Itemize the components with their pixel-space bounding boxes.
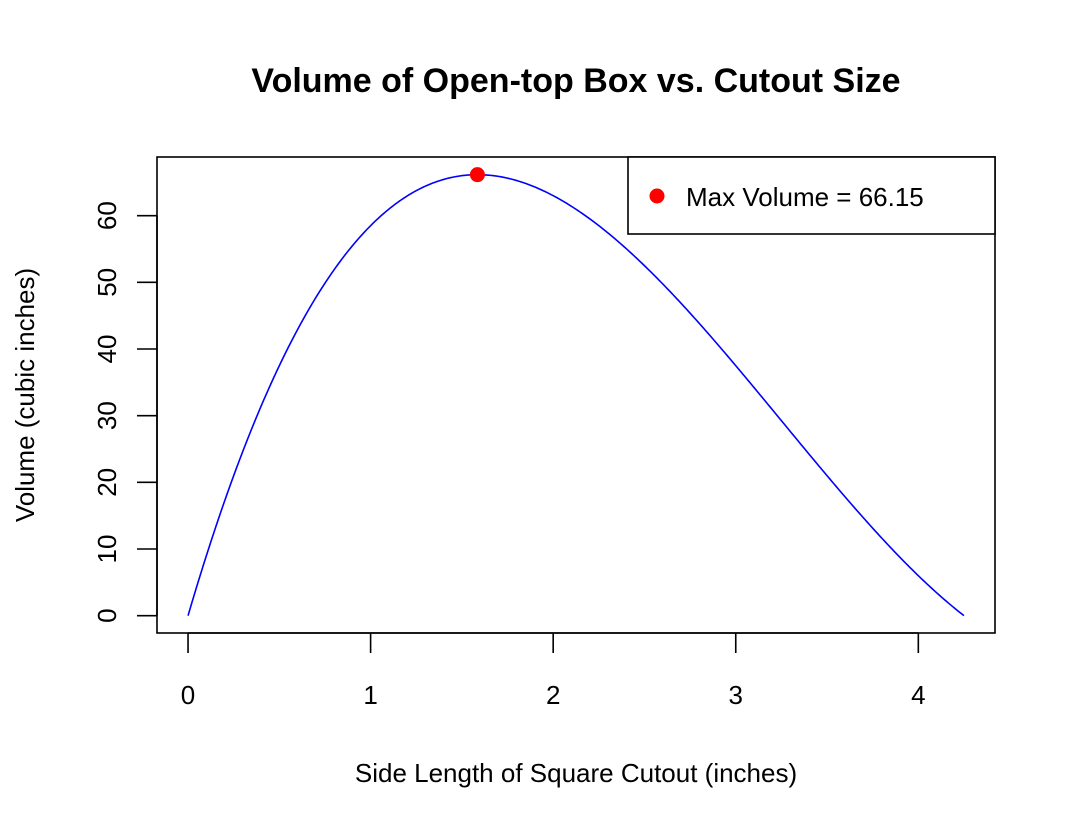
x-axis-label: Side Length of Square Cutout (inches) — [355, 758, 797, 788]
y-tick-label: 20 — [92, 468, 122, 497]
legend-marker-icon — [649, 188, 665, 204]
y-tick-label: 30 — [92, 401, 122, 430]
y-axis-label: Volume (cubic inches) — [10, 268, 40, 522]
legend: Max Volume = 66.15 — [627, 156, 996, 235]
x-tick-label: 0 — [181, 680, 195, 710]
x-tick-label: 4 — [911, 680, 925, 710]
y-tick-label: 40 — [92, 335, 122, 364]
plot-series — [187, 167, 965, 617]
chart-title: Volume of Open-top Box vs. Cutout Size — [251, 62, 900, 100]
y-tick-label: 60 — [92, 201, 122, 230]
legend-box — [627, 156, 996, 235]
y-axis: 0 10 20 30 40 50 60 — [92, 201, 158, 623]
volume-curve — [187, 173, 965, 617]
max-volume-point — [469, 167, 485, 183]
x-axis: 0 1 2 3 4 — [181, 632, 926, 710]
y-tick-label: 10 — [92, 535, 122, 564]
y-tick-label: 0 — [92, 608, 122, 622]
x-tick-label: 3 — [729, 680, 743, 710]
x-tick-label: 1 — [363, 680, 377, 710]
legend-label: Max Volume = 66.15 — [686, 182, 924, 212]
y-tick-label: 50 — [92, 268, 122, 297]
x-tick-label: 2 — [546, 680, 560, 710]
